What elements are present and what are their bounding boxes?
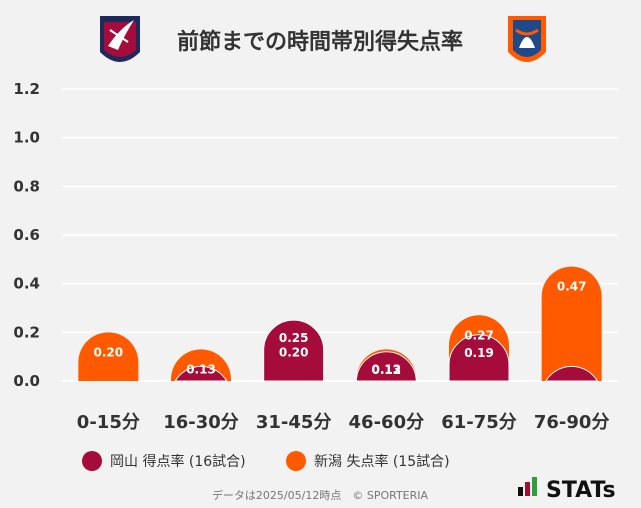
stats-logo-icon: [518, 477, 537, 496]
bars: [78, 266, 602, 382]
y-tick-label: 0.8: [13, 177, 40, 195]
data-label-okayama: 0.12: [372, 363, 402, 377]
y-axis-ticks: 0.0 0.2 0.4 0.6 0.8 1.0 1.2: [13, 80, 40, 390]
y-tick-label: 0.0: [13, 372, 40, 390]
data-label-niigata: 0.20: [279, 345, 309, 359]
grid-lines: [62, 88, 618, 382]
y-tick-label: 0.2: [13, 323, 40, 341]
legend-marker-okayama: [82, 451, 102, 471]
okayama-crest-icon: [100, 16, 140, 62]
bar-okayama: [448, 334, 510, 382]
y-tick-label: 0.6: [13, 226, 40, 244]
x-tick-label: 76-90分: [534, 412, 610, 433]
data-label-niigata: 0.13: [186, 362, 216, 376]
legend-marker-niigata: [286, 451, 306, 471]
bar-okayama: [174, 365, 228, 382]
data-labels: 0.200.130.200.250.130.120.270.190.47: [94, 280, 587, 377]
y-tick-label: 1.0: [13, 129, 40, 147]
x-tick-label: 16-30分: [163, 412, 239, 433]
stats-brand-text: STATs: [546, 478, 616, 503]
x-tick-label: 46-60分: [349, 412, 425, 433]
legend-label-niigata: 新潟 失点率 (15試合): [314, 453, 450, 470]
x-tick-label: 31-45分: [256, 412, 332, 433]
data-label-niigata: 0.13: [372, 362, 402, 376]
niigata-crest-icon: [508, 16, 546, 62]
chart-title: 前節までの時間帯別得失点率: [177, 29, 463, 55]
data-label-niigata: 0.20: [94, 345, 124, 359]
bar-niigata: [541, 266, 602, 381]
x-axis-ticks: 0-15分 16-30分 31-45分 46-60分 61-75分 76-90分: [77, 412, 610, 433]
y-tick-label: 1.2: [13, 80, 40, 98]
bar-niigata: [78, 332, 139, 381]
legend-label-okayama: 岡山 得点率 (16試合): [110, 453, 246, 470]
legend: 岡山 得点率 (16試合) 新潟 失点率 (15試合): [82, 451, 450, 471]
footer-note: データは2025/05/12時点 © SPORTERIA: [212, 488, 429, 502]
data-label-niigata: 0.27: [464, 328, 494, 342]
x-tick-label: 0-15分: [77, 412, 140, 433]
x-tick-label: 61-75分: [441, 412, 517, 433]
bar-okayama: [545, 365, 599, 382]
bar-okayama: [355, 351, 417, 382]
bar-okayama: [263, 319, 325, 382]
data-label-okayama: 0.25: [279, 331, 309, 345]
data-label-niigata: 0.47: [557, 280, 587, 294]
y-tick-label: 0.4: [13, 275, 40, 293]
data-label-okayama: 0.19: [464, 346, 494, 360]
